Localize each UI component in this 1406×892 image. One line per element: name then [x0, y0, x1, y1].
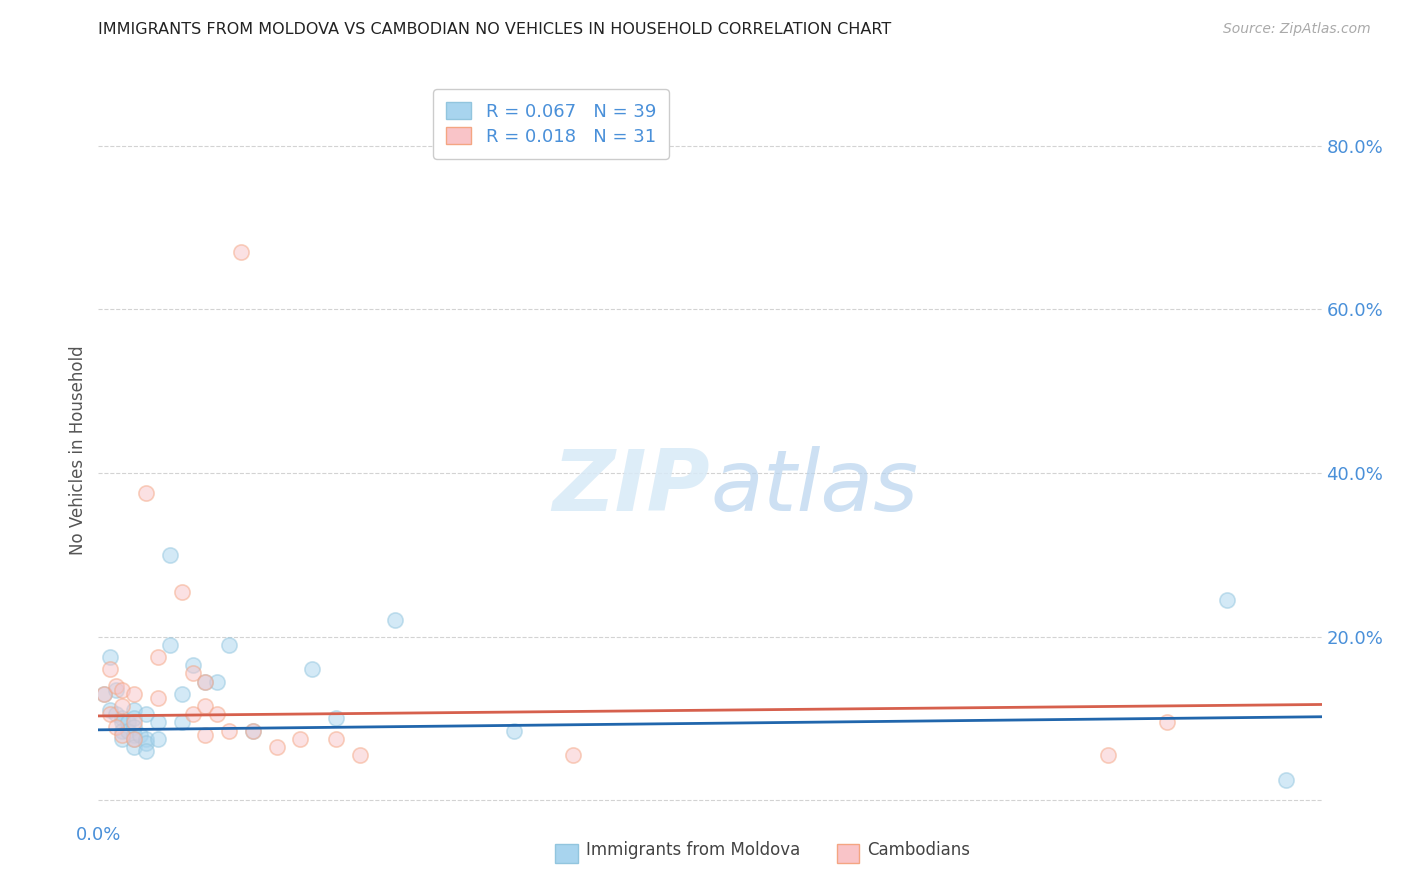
Point	[117, 723, 139, 738]
Point	[122, 728, 145, 742]
Point	[159, 548, 181, 562]
Point	[194, 674, 217, 689]
Point	[105, 720, 128, 734]
Point	[111, 699, 134, 714]
Point	[135, 736, 157, 750]
Point	[205, 674, 228, 689]
Text: IMMIGRANTS FROM MOLDOVA VS CAMBODIAN NO VEHICLES IN HOUSEHOLD CORRELATION CHART: IMMIGRANTS FROM MOLDOVA VS CAMBODIAN NO …	[98, 22, 891, 37]
Point	[122, 711, 145, 725]
Point	[325, 711, 347, 725]
Point	[503, 723, 526, 738]
Point	[183, 666, 205, 681]
Point	[98, 662, 121, 676]
Point	[122, 687, 145, 701]
Point	[218, 723, 240, 738]
Text: ZIP: ZIP	[553, 446, 710, 529]
Point	[290, 731, 312, 746]
Point	[135, 486, 157, 500]
Point	[146, 690, 169, 705]
Point	[562, 748, 585, 763]
Point	[122, 739, 145, 754]
Point	[111, 715, 134, 730]
Point	[325, 731, 347, 746]
Point	[111, 731, 134, 746]
Point	[111, 728, 134, 742]
Point	[122, 731, 145, 746]
Point	[194, 728, 217, 742]
Point	[384, 613, 406, 627]
Point	[98, 650, 121, 665]
Point	[1275, 772, 1298, 787]
Point	[242, 723, 264, 738]
Point	[242, 723, 264, 738]
Point	[105, 682, 128, 697]
Point	[98, 703, 121, 717]
Legend: R = 0.067   N = 39, R = 0.018   N = 31: R = 0.067 N = 39, R = 0.018 N = 31	[433, 89, 669, 159]
Point	[159, 638, 181, 652]
Point	[194, 674, 217, 689]
Point	[135, 731, 157, 746]
Point	[349, 748, 371, 763]
Point	[122, 715, 145, 730]
Text: atlas: atlas	[710, 446, 918, 529]
Point	[1215, 592, 1237, 607]
Point	[135, 744, 157, 758]
Point	[170, 715, 193, 730]
Point	[146, 715, 169, 730]
Point	[98, 707, 121, 722]
Point	[93, 687, 115, 701]
Point	[218, 638, 240, 652]
Point	[266, 739, 288, 754]
Point	[146, 650, 169, 665]
Point	[111, 711, 134, 725]
Point	[194, 699, 217, 714]
Point	[105, 679, 128, 693]
Point	[122, 720, 145, 734]
Point	[111, 723, 134, 738]
Point	[170, 584, 193, 599]
Text: Immigrants from Moldova: Immigrants from Moldova	[586, 841, 800, 859]
Point	[117, 715, 139, 730]
Point	[170, 687, 193, 701]
Point	[122, 731, 145, 746]
Point	[129, 728, 152, 742]
Point	[111, 682, 134, 697]
Point	[146, 731, 169, 746]
Point	[93, 687, 115, 701]
Text: Source: ZipAtlas.com: Source: ZipAtlas.com	[1223, 22, 1371, 37]
Point	[1156, 715, 1178, 730]
Point	[301, 662, 323, 676]
Y-axis label: No Vehicles in Household: No Vehicles in Household	[69, 345, 87, 556]
Point	[183, 658, 205, 673]
Point	[1097, 748, 1119, 763]
Point	[229, 245, 252, 260]
Point	[205, 707, 228, 722]
Text: Cambodians: Cambodians	[868, 841, 970, 859]
Point	[135, 707, 157, 722]
Point	[105, 707, 128, 722]
Point	[122, 703, 145, 717]
Point	[183, 707, 205, 722]
